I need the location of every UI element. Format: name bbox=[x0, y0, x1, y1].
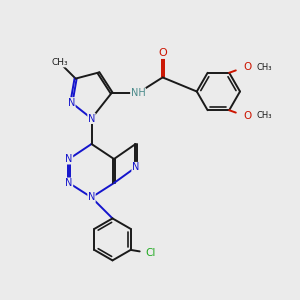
Text: N: N bbox=[68, 98, 75, 108]
Text: CH₃: CH₃ bbox=[257, 111, 272, 120]
Text: CH₃: CH₃ bbox=[51, 58, 68, 67]
Text: CH₃: CH₃ bbox=[257, 63, 272, 72]
Text: N: N bbox=[88, 192, 95, 203]
Text: N: N bbox=[65, 154, 73, 164]
Text: O: O bbox=[158, 48, 167, 59]
Text: N: N bbox=[132, 162, 139, 172]
Text: Cl: Cl bbox=[145, 248, 155, 258]
Text: N: N bbox=[88, 113, 95, 124]
Text: O: O bbox=[243, 111, 251, 121]
Text: N: N bbox=[65, 178, 73, 188]
Text: O: O bbox=[243, 62, 251, 72]
Text: NH: NH bbox=[130, 88, 146, 98]
